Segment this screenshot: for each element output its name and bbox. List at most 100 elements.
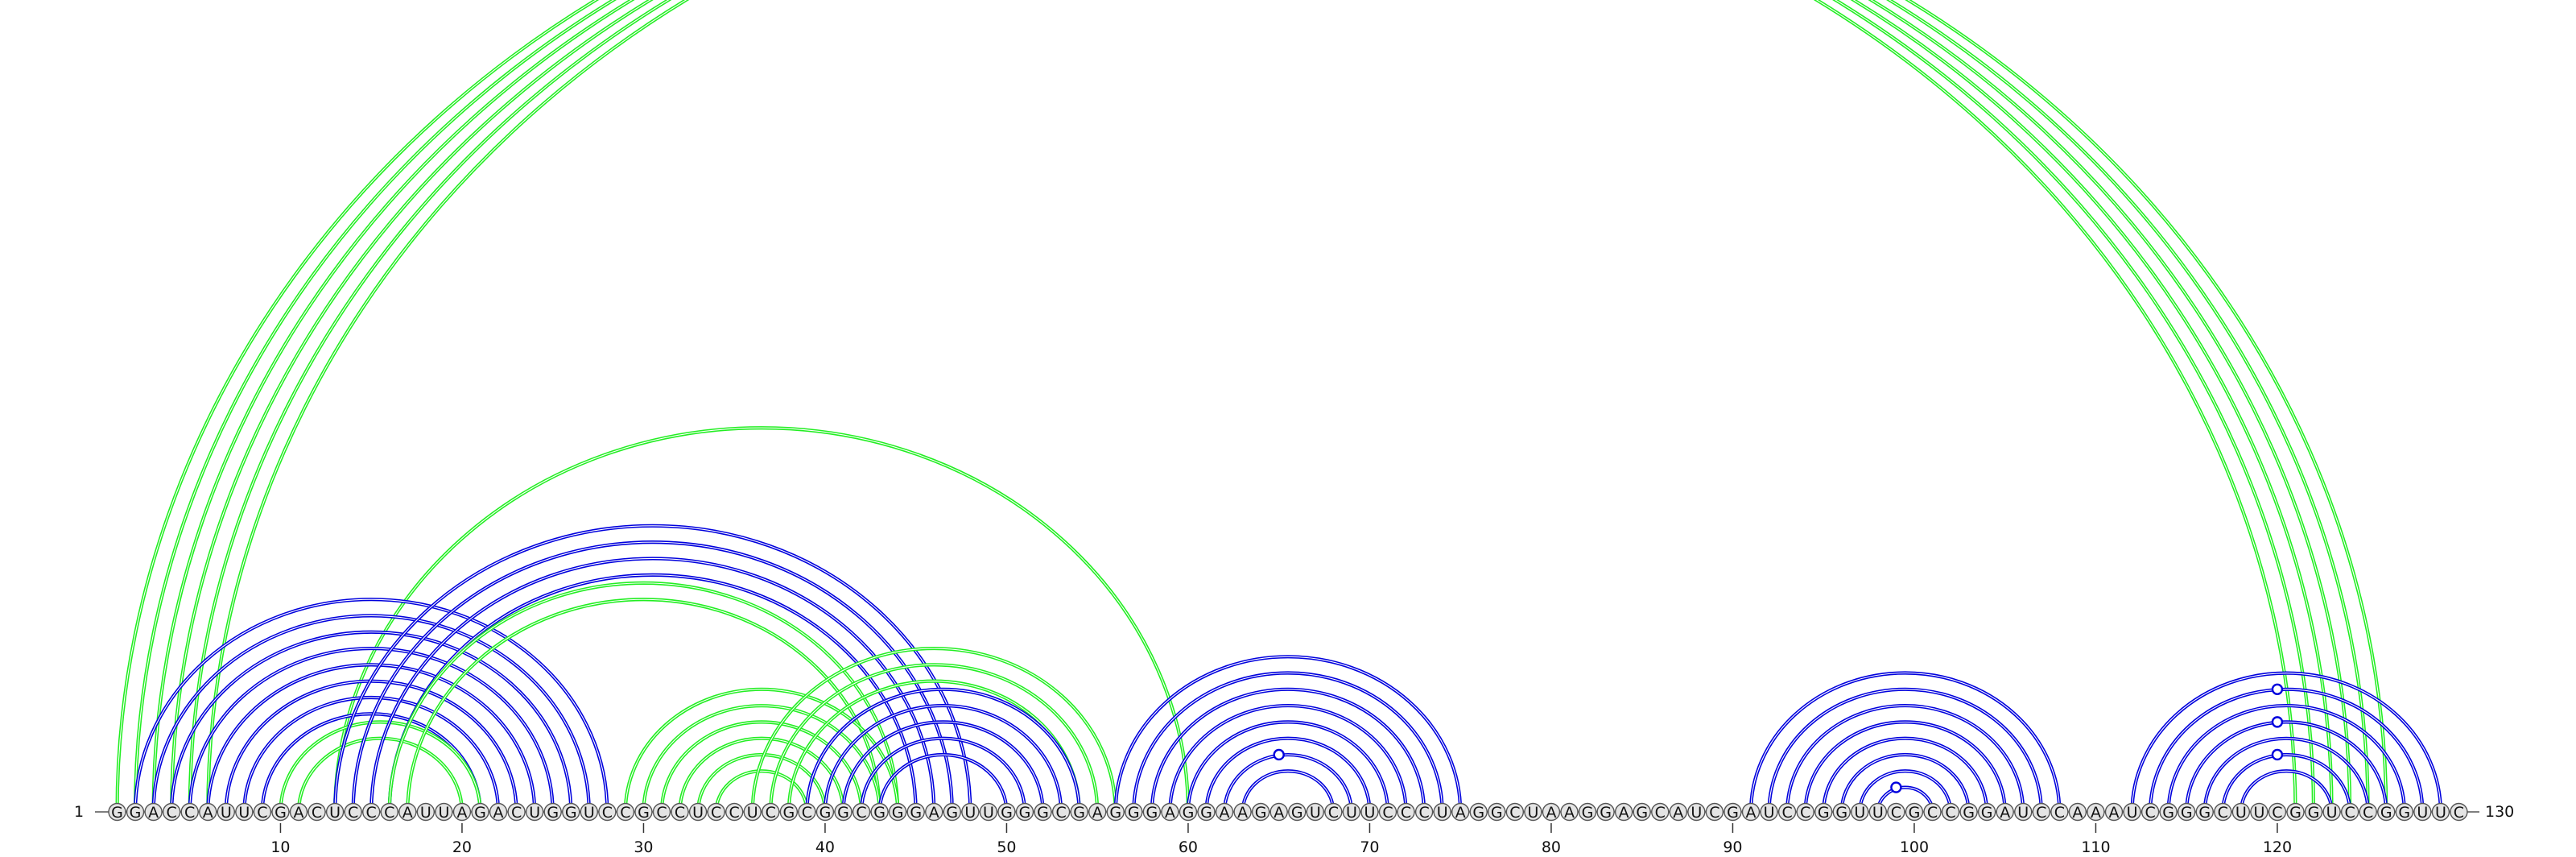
tick-label-90: 90 bbox=[1723, 838, 1742, 856]
nucleotide-bead-66 bbox=[1288, 802, 1307, 822]
pair-arc-core-2-28 bbox=[134, 598, 608, 813]
tick-label-30: 30 bbox=[634, 838, 653, 856]
pair-arc-core-58-73 bbox=[1151, 689, 1425, 813]
pair-arc-core-2-122 bbox=[134, 0, 2314, 813]
nucleotide-letter-79: U bbox=[1527, 804, 1538, 822]
nucleotide-bead-12 bbox=[308, 802, 326, 822]
nucleotide-bead-15 bbox=[362, 802, 381, 822]
nucleotide-letter-23: C bbox=[511, 804, 522, 822]
nucleotide-bead-128 bbox=[2413, 802, 2432, 822]
nucleotide-letter-11: A bbox=[294, 804, 304, 822]
nucleotide-bead-93 bbox=[1777, 802, 1797, 822]
start-label: 1 bbox=[74, 803, 84, 821]
nucleotide-bead-52 bbox=[1034, 802, 1052, 822]
pair-arc-core-56-75 bbox=[1115, 656, 1461, 813]
nucleotide-bead-60 bbox=[1179, 802, 1198, 822]
nucleotide-bead-73 bbox=[1414, 802, 1434, 822]
nucleotide-bead-91 bbox=[1741, 802, 1761, 822]
nucleotide-bead-25 bbox=[543, 802, 562, 822]
nucleotide-letter-9: C bbox=[257, 804, 267, 822]
pair-arc-core-96-103 bbox=[1841, 754, 1970, 813]
nucleotide-bead-120 bbox=[2268, 802, 2287, 822]
pair-arc-core-42-51 bbox=[861, 738, 1026, 813]
nucleotide-letter-128: U bbox=[2417, 804, 2428, 822]
pair-arc-core-11-20 bbox=[298, 738, 463, 813]
nucleotide-letter-27: U bbox=[584, 804, 595, 822]
nucleotide-letter-93: C bbox=[1781, 804, 1792, 822]
pair-arc-56-75 bbox=[1113, 655, 1463, 813]
nucleotide-bead-48 bbox=[961, 802, 980, 822]
nucleotide-bead-55 bbox=[1088, 802, 1107, 822]
nucleotide-letter-121: G bbox=[2289, 804, 2301, 822]
nucleotide-bead-28 bbox=[598, 802, 617, 822]
nucleotide-bead-130 bbox=[2450, 802, 2468, 822]
nucleotide-bead-125 bbox=[2359, 802, 2377, 822]
nucleotide-bead-113 bbox=[2140, 802, 2160, 822]
nucleotide-letter-4: C bbox=[167, 804, 177, 822]
nucleotide-letter-58: G bbox=[1146, 804, 1158, 822]
noncanonical-marker-120-3 bbox=[2271, 716, 2284, 728]
nucleotide-bead-92 bbox=[1760, 802, 1778, 822]
nucleotide-letter-98: U bbox=[1872, 804, 1884, 822]
nucleotide-letter-5: C bbox=[184, 804, 195, 822]
pair-arc-core-8-22 bbox=[243, 697, 499, 813]
nucleotide-bead-80 bbox=[1542, 802, 1561, 822]
pair-arc-10-21 bbox=[279, 720, 482, 813]
nucleotide-letter-81: A bbox=[1564, 804, 1575, 822]
pair-arc-core-30-43 bbox=[642, 705, 881, 813]
pair-arc-3-123 bbox=[151, 0, 2334, 813]
pair-arc-core-114-127 bbox=[2168, 705, 2405, 813]
nucleotide-letter-2: G bbox=[130, 804, 142, 822]
nucleotide-bead-89 bbox=[1705, 802, 1724, 822]
tick-label-50: 50 bbox=[997, 838, 1016, 856]
nucleotide-bead-76 bbox=[1469, 802, 1488, 822]
nucleotide-letter-36: U bbox=[747, 804, 758, 822]
nucleotide-bead-123 bbox=[2322, 802, 2341, 822]
nucleotide-letter-83: G bbox=[1600, 804, 1612, 822]
nucleotide-bead-122 bbox=[2304, 802, 2323, 822]
nucleotide-letter-105: A bbox=[2000, 804, 2010, 822]
nucleotide-letter-25: G bbox=[547, 804, 559, 822]
nucleotide-letter-60: G bbox=[1183, 804, 1195, 822]
nucleotide-bead-86 bbox=[1651, 802, 1670, 822]
pair-arc-core-97-102 bbox=[1859, 770, 1951, 813]
nucleotide-letter-103: G bbox=[1963, 804, 1975, 822]
nucleotide-bead-22 bbox=[489, 802, 508, 822]
nucleotide-bead-79 bbox=[1524, 802, 1542, 822]
nucleotide-bead-46 bbox=[925, 802, 943, 822]
nucleotide-bead-18 bbox=[416, 802, 436, 822]
noncanonical-marker-120-2 bbox=[2271, 748, 2284, 761]
nucleotide-bead-44 bbox=[888, 802, 907, 822]
tick-label-120: 120 bbox=[2263, 838, 2292, 856]
nucleotide-letter-67: U bbox=[1310, 804, 1321, 822]
tick-label-110: 110 bbox=[2081, 838, 2110, 856]
nucleotide-bead-78 bbox=[1505, 802, 1525, 822]
nucleotide-bead-111 bbox=[2104, 802, 2124, 822]
pair-arc-core-3-27 bbox=[153, 615, 590, 813]
nucleotide-letter-126: G bbox=[2380, 804, 2392, 822]
nucleotide-letter-38: G bbox=[782, 804, 795, 822]
pair-arc-core-1-121 bbox=[116, 0, 2297, 813]
nucleotide-letter-118: U bbox=[2235, 804, 2247, 822]
nucleotide-bead-129 bbox=[2431, 802, 2450, 822]
nucleotide-letter-85: G bbox=[1636, 804, 1648, 822]
pair-arc-core-5-25 bbox=[189, 648, 554, 813]
nucleotide-bead-33 bbox=[688, 802, 708, 822]
pair-arc-core-4-124 bbox=[171, 0, 2351, 813]
pair-arc-core-94-105 bbox=[1805, 721, 2006, 813]
nucleotide-bead-112 bbox=[2123, 802, 2141, 822]
nucleotide-bead-62 bbox=[1215, 802, 1234, 822]
nucleotide-bead-36 bbox=[743, 802, 762, 822]
noncanonical-marker-99-1 bbox=[1890, 781, 1902, 793]
nucleotide-bead-37 bbox=[762, 802, 780, 822]
nucleotide-letter-73: C bbox=[1418, 804, 1429, 822]
nucleotide-letter-90: G bbox=[1727, 804, 1739, 822]
nucleotide-bead-106 bbox=[2014, 802, 2033, 822]
pair-arc-core-39-54 bbox=[806, 689, 1080, 813]
nucleotide-bead-45 bbox=[906, 802, 925, 822]
nucleotide-letter-57: G bbox=[1128, 804, 1140, 822]
nucleotide-bead-30 bbox=[634, 802, 653, 822]
nucleotide-bead-57 bbox=[1125, 802, 1143, 822]
pair-arc-core-13-48 bbox=[334, 525, 971, 813]
nucleotide-letter-47: G bbox=[946, 804, 958, 822]
